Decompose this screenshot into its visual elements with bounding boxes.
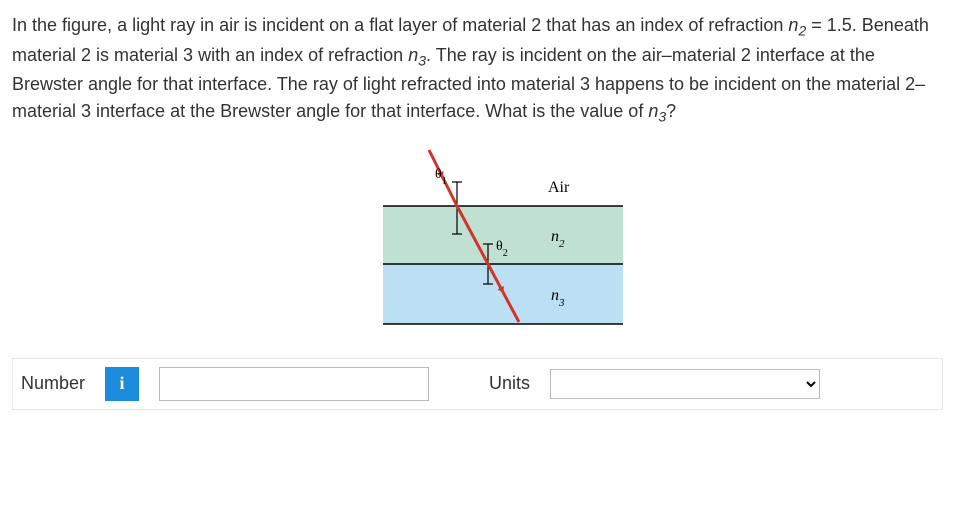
number-group: Number i [21,367,429,401]
number-input[interactable] [159,367,429,401]
number-label: Number [21,373,85,394]
q-n3s: 3 [418,52,426,68]
units-select[interactable] [550,369,820,399]
info-icon[interactable]: i [105,367,139,401]
units-label: Units [489,373,530,394]
q-n2v: n [788,15,798,35]
svg-text:θ1: θ1 [435,167,447,187]
refraction-figure: θ1θ2Airn2n3 [333,144,623,334]
q-n3v: n [408,45,418,65]
question-text: In the figure, a light ray in air is inc… [12,12,943,128]
answer-row: Number i Units [12,358,943,410]
q-qm: ? [666,101,676,121]
q-p1: In the figure, a light ray in air is inc… [12,15,788,35]
units-group: Units [489,367,820,401]
q-n3v2: n [648,101,658,121]
q-n3s2: 3 [658,109,666,125]
figure-container: θ1θ2Airn2n3 [12,144,943,334]
svg-text:Air: Air [548,179,570,196]
